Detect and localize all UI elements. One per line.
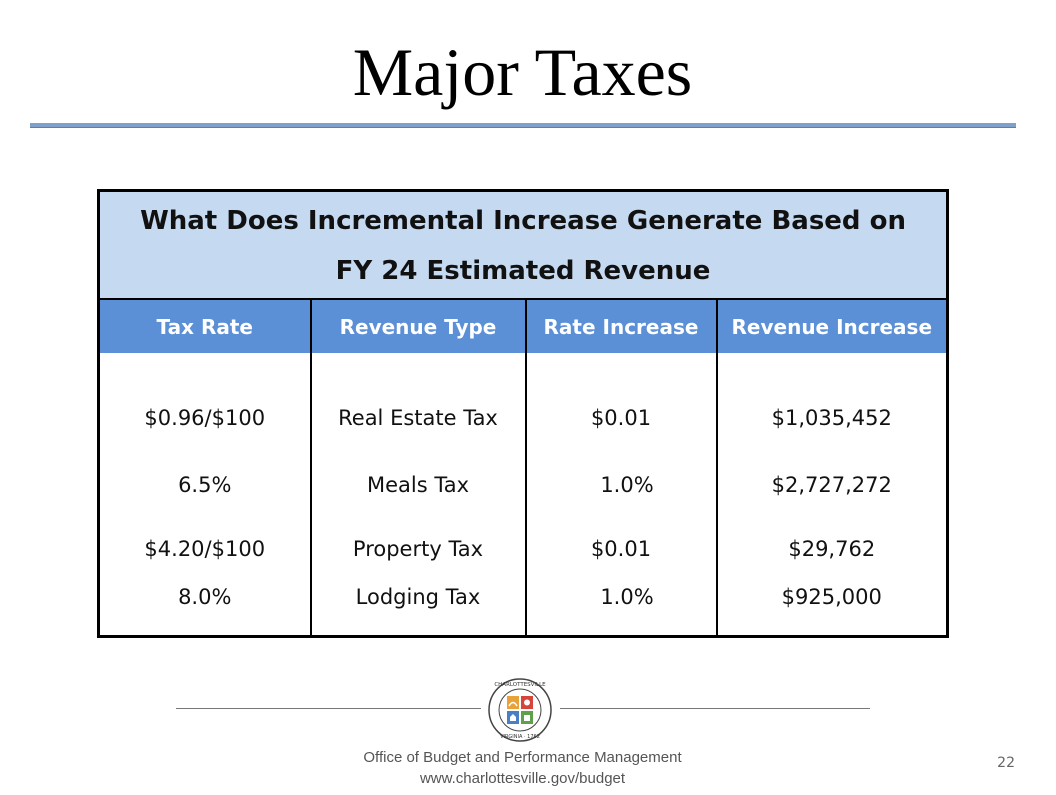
table-caption-line-2: FY 24 Estimated Revenue: [335, 256, 711, 286]
table-header-row: Tax Rate Revenue Type Rate Increase Reve…: [98, 299, 948, 353]
cell-rate-increase: $0.01: [525, 517, 718, 581]
svg-text:VIRGINIA · 1762: VIRGINIA · 1762: [500, 734, 540, 740]
svg-text:CHARLOTTESVILLE: CHARLOTTESVILLE: [494, 682, 546, 688]
cell-tax-rate: $0.96/$100: [98, 353, 312, 453]
header-tax-rate: Tax Rate: [98, 299, 312, 353]
header-rate-increase: Rate Increase: [525, 299, 718, 353]
footer-divider-left: [176, 708, 481, 709]
table-row: $0.96/$100 Real Estate Tax $0.01 $1,035,…: [98, 353, 948, 453]
table-caption: What Does Incremental Increase Generate …: [98, 190, 948, 300]
slide-title: Major Taxes: [352, 34, 693, 110]
cell-revenue-increase: $29,762: [788, 537, 876, 561]
cell-rate-increase: 1.0%: [525, 581, 718, 637]
cell-tax-rate: 8.0%: [98, 581, 312, 637]
title-divider: [30, 123, 1016, 128]
cell-revenue-type: Meals Tax: [310, 453, 527, 517]
page-number: 22: [997, 755, 1015, 771]
cell-revenue-increase: $1,035,452: [771, 406, 892, 430]
cell-tax-rate: $4.20/$100: [98, 517, 312, 581]
cell-rate-increase: 1.0%: [525, 453, 718, 517]
table-caption-row: What Does Incremental Increase Generate …: [98, 190, 948, 300]
cell-revenue-type: Real Estate Tax: [310, 353, 527, 453]
cell-revenue-increase: $925,000: [781, 585, 882, 609]
table-row: 6.5% Meals Tax 1.0% $2,727,272: [98, 453, 948, 517]
header-revenue-increase: Revenue Increase: [716, 299, 948, 353]
table-row: 8.0% Lodging Tax 1.0% $925,000: [98, 581, 948, 637]
header-revenue-type: Revenue Type: [310, 299, 527, 353]
city-seal-logo: CHARLOTTESVILLE VIRGINIA · 1762: [488, 678, 552, 742]
table-row: $4.20/$100 Property Tax $0.01 $29,762: [98, 517, 948, 581]
cell-revenue-type: Lodging Tax: [310, 581, 527, 637]
cell-revenue-increase: $2,727,272: [771, 473, 892, 497]
footer-website-url[interactable]: www.charlottesville.gov/budget: [419, 770, 626, 787]
tax-revenue-table: What Does Incremental Increase Generate …: [97, 189, 950, 638]
footer-divider-right: [560, 708, 870, 709]
footer-office-name: Office of Budget and Performance Managem…: [363, 749, 682, 766]
cell-revenue-type: Property Tax: [310, 517, 527, 581]
table-caption-line-1: What Does Incremental Increase Generate …: [140, 206, 906, 236]
cell-tax-rate: 6.5%: [98, 453, 312, 517]
cell-rate-increase: $0.01: [525, 353, 718, 453]
